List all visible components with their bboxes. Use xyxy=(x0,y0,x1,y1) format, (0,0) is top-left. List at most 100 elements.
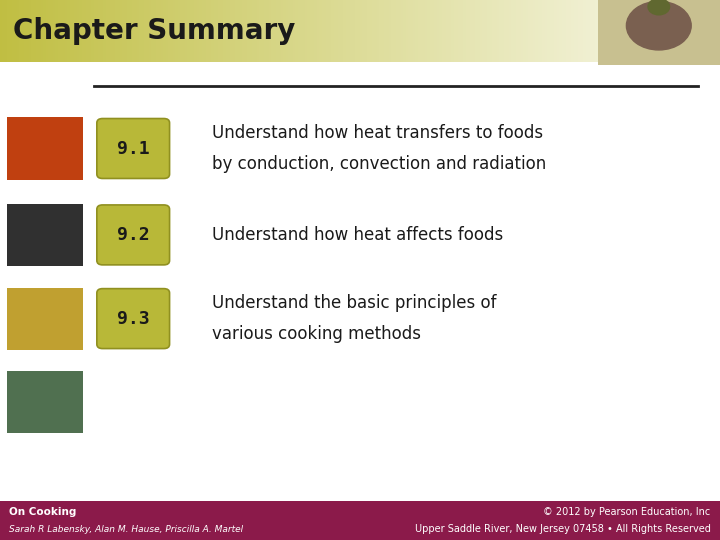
Bar xyxy=(197,0,199,62)
Bar xyxy=(569,0,571,62)
Bar xyxy=(547,0,549,62)
Bar xyxy=(696,0,698,62)
Bar xyxy=(245,0,247,62)
Bar xyxy=(53,0,55,62)
Bar xyxy=(466,0,468,62)
Bar xyxy=(274,0,276,62)
Bar xyxy=(149,0,151,62)
Bar xyxy=(187,0,189,62)
Bar xyxy=(194,0,197,62)
Bar xyxy=(324,0,326,62)
Circle shape xyxy=(648,0,670,15)
Bar xyxy=(115,0,117,62)
Bar xyxy=(225,0,228,62)
Bar xyxy=(171,0,173,62)
Bar xyxy=(247,0,250,62)
Bar xyxy=(286,0,288,62)
Text: Understand how heat transfers to foods: Understand how heat transfers to foods xyxy=(212,124,544,143)
Bar xyxy=(130,0,132,62)
Text: 9.3: 9.3 xyxy=(117,309,150,328)
Bar xyxy=(574,0,576,62)
Bar xyxy=(214,0,216,62)
Bar xyxy=(300,0,302,62)
Bar xyxy=(650,0,653,62)
Bar xyxy=(240,0,243,62)
Bar xyxy=(480,0,482,62)
Bar xyxy=(600,0,603,62)
FancyBboxPatch shape xyxy=(0,501,720,540)
Bar xyxy=(146,0,149,62)
Bar xyxy=(454,0,456,62)
Bar xyxy=(401,0,403,62)
Bar xyxy=(521,0,523,62)
Bar xyxy=(634,0,636,62)
Bar xyxy=(36,0,38,62)
FancyBboxPatch shape xyxy=(96,119,170,178)
Text: Sarah R Labensky, Alan M. Hause, Priscilla A. Martel: Sarah R Labensky, Alan M. Hause, Priscil… xyxy=(9,525,243,534)
Bar xyxy=(418,0,420,62)
Bar xyxy=(708,0,711,62)
Bar xyxy=(459,0,461,62)
Bar xyxy=(297,0,300,62)
Bar xyxy=(557,0,559,62)
Bar xyxy=(178,0,180,62)
Bar xyxy=(492,0,495,62)
Bar xyxy=(667,0,670,62)
Bar xyxy=(449,0,451,62)
Bar xyxy=(430,0,432,62)
Bar xyxy=(657,0,660,62)
Bar xyxy=(559,0,562,62)
Bar xyxy=(238,0,240,62)
Bar xyxy=(122,0,125,62)
Bar xyxy=(189,0,192,62)
Bar xyxy=(5,0,7,62)
Bar xyxy=(151,0,153,62)
Bar xyxy=(86,0,89,62)
Bar xyxy=(626,0,629,62)
Bar xyxy=(444,0,446,62)
Bar xyxy=(509,0,511,62)
Bar xyxy=(639,0,641,62)
Bar xyxy=(322,0,324,62)
Bar xyxy=(2,0,5,62)
Bar xyxy=(605,0,607,62)
Bar xyxy=(377,0,379,62)
Bar xyxy=(70,0,72,62)
Bar xyxy=(531,0,533,62)
Bar xyxy=(7,0,9,62)
Bar xyxy=(103,0,106,62)
Bar xyxy=(173,0,175,62)
Bar xyxy=(84,0,86,62)
Bar xyxy=(358,0,360,62)
Bar xyxy=(331,0,333,62)
Bar xyxy=(31,0,34,62)
Bar xyxy=(14,0,17,62)
Bar xyxy=(142,0,144,62)
Bar xyxy=(706,0,708,62)
Bar xyxy=(153,0,156,62)
Bar xyxy=(502,0,504,62)
Bar xyxy=(365,0,367,62)
Bar xyxy=(9,0,12,62)
Bar xyxy=(132,0,135,62)
Bar xyxy=(621,0,624,62)
Bar xyxy=(473,0,475,62)
Bar xyxy=(567,0,569,62)
Bar xyxy=(77,0,79,62)
Bar xyxy=(585,0,588,62)
Bar xyxy=(603,0,605,62)
Bar xyxy=(89,0,91,62)
Bar xyxy=(99,0,101,62)
Bar xyxy=(261,0,264,62)
Bar xyxy=(655,0,657,62)
Bar xyxy=(578,0,581,62)
Bar xyxy=(583,0,585,62)
Bar xyxy=(91,0,94,62)
Bar xyxy=(528,0,531,62)
Bar xyxy=(446,0,449,62)
Bar xyxy=(415,0,418,62)
Bar xyxy=(127,0,130,62)
Bar xyxy=(463,0,466,62)
Bar xyxy=(394,0,396,62)
Bar xyxy=(384,0,387,62)
